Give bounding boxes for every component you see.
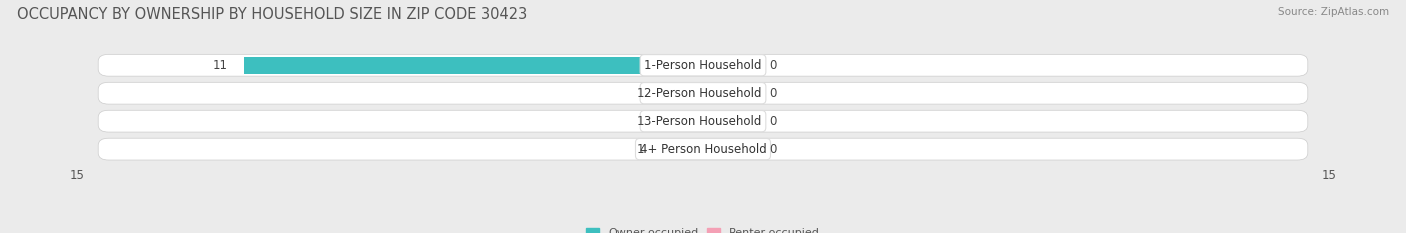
Text: 1: 1 xyxy=(637,87,644,100)
Bar xyxy=(245,57,703,74)
Text: 1: 1 xyxy=(637,143,644,156)
Bar xyxy=(703,85,754,102)
FancyBboxPatch shape xyxy=(98,54,1308,76)
Text: 0: 0 xyxy=(769,59,778,72)
FancyBboxPatch shape xyxy=(98,110,1308,132)
Text: 2-Person Household: 2-Person Household xyxy=(644,87,762,100)
Bar xyxy=(661,85,703,102)
Text: 0: 0 xyxy=(769,115,778,128)
Text: 11: 11 xyxy=(212,59,228,72)
Bar xyxy=(661,113,703,130)
Text: 3-Person Household: 3-Person Household xyxy=(644,115,762,128)
Text: 0: 0 xyxy=(769,87,778,100)
Bar xyxy=(703,140,754,158)
Text: OCCUPANCY BY OWNERSHIP BY HOUSEHOLD SIZE IN ZIP CODE 30423: OCCUPANCY BY OWNERSHIP BY HOUSEHOLD SIZE… xyxy=(17,7,527,22)
Bar xyxy=(703,57,754,74)
Bar xyxy=(661,140,703,158)
Legend: Owner-occupied, Renter-occupied: Owner-occupied, Renter-occupied xyxy=(586,228,820,233)
Text: Source: ZipAtlas.com: Source: ZipAtlas.com xyxy=(1278,7,1389,17)
Bar xyxy=(703,113,754,130)
Text: 0: 0 xyxy=(769,143,778,156)
Text: 1-Person Household: 1-Person Household xyxy=(644,59,762,72)
Text: 1: 1 xyxy=(637,115,644,128)
Text: 4+ Person Household: 4+ Person Household xyxy=(640,143,766,156)
FancyBboxPatch shape xyxy=(98,82,1308,104)
FancyBboxPatch shape xyxy=(98,138,1308,160)
